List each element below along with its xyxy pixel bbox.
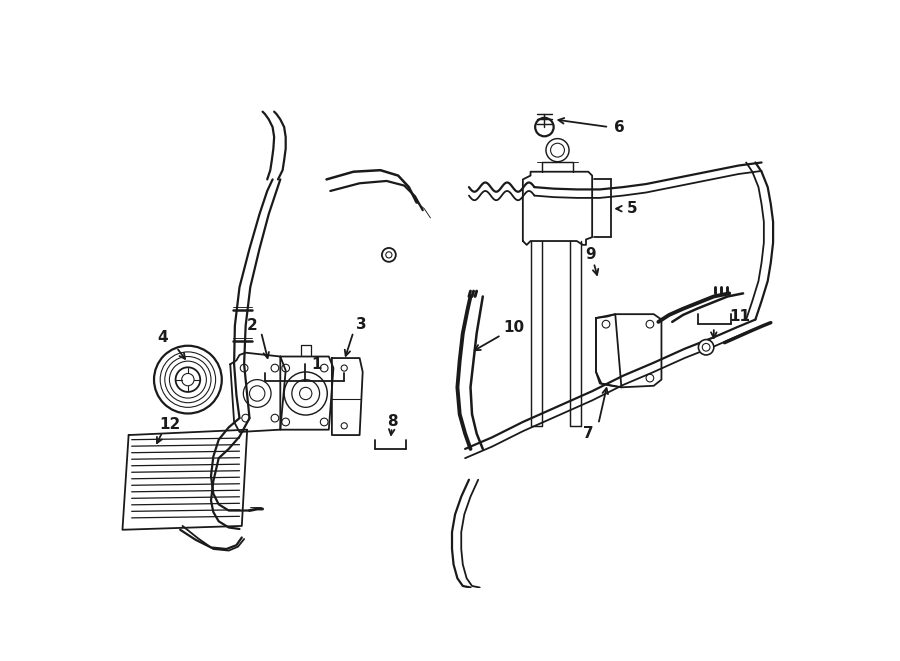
Polygon shape	[280, 356, 333, 430]
Polygon shape	[230, 353, 285, 432]
Circle shape	[382, 248, 396, 262]
Text: 9: 9	[585, 247, 596, 262]
Polygon shape	[332, 358, 363, 435]
Circle shape	[702, 344, 710, 351]
Text: 1: 1	[311, 357, 321, 371]
Polygon shape	[122, 430, 248, 529]
Polygon shape	[523, 172, 592, 245]
Circle shape	[536, 118, 554, 136]
Polygon shape	[596, 314, 621, 387]
Text: 12: 12	[159, 417, 181, 432]
Text: 5: 5	[627, 201, 637, 216]
Text: 3: 3	[356, 317, 366, 332]
Text: 10: 10	[503, 320, 524, 334]
Text: 7: 7	[583, 426, 594, 441]
Text: 8: 8	[387, 414, 397, 430]
Circle shape	[386, 252, 392, 258]
Polygon shape	[596, 314, 662, 387]
Text: 2: 2	[247, 318, 257, 333]
Text: 6: 6	[614, 120, 625, 135]
Text: 4: 4	[158, 330, 167, 345]
Text: 11: 11	[730, 309, 751, 324]
Circle shape	[698, 340, 714, 355]
